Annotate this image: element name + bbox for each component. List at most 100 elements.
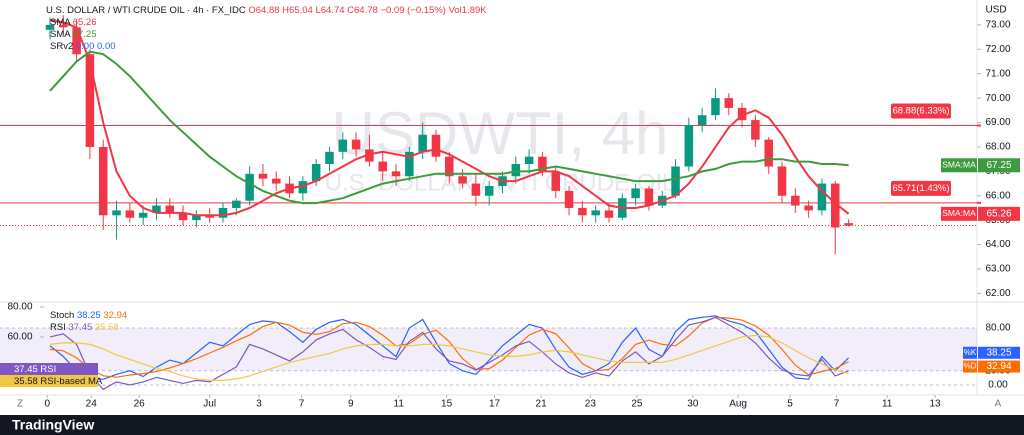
indicator-value: 38.25 (77, 310, 101, 321)
srv2-text: 0.00 (97, 41, 116, 52)
candle-body (684, 124, 694, 167)
tag-name-bg (963, 360, 977, 373)
x-tick-label: 7 (299, 399, 305, 410)
y-tick-label: 69.00 (985, 117, 1010, 128)
tag-value: 38.25 (986, 347, 1011, 358)
candle-body (418, 134, 427, 152)
indicator-name: Stoch (50, 310, 74, 321)
candle-body (311, 164, 321, 182)
indicator-legend: Stoch 38.25 32.94 (50, 310, 127, 321)
x-tick-label: 17 (489, 399, 501, 410)
x-tick-label: 0 (45, 399, 51, 410)
level-tag (891, 180, 951, 196)
indicator-value: 67.25 (73, 29, 97, 40)
level-axis-mark (977, 201, 981, 204)
sma-line (49, 50, 849, 205)
indicator-name: SMA (50, 29, 71, 40)
candle-body (165, 205, 175, 213)
candle-body (578, 207, 587, 216)
candle-body (271, 178, 281, 184)
x-tick-label: 25 (631, 399, 643, 410)
y-unit: USD (985, 5, 1006, 16)
x-tick-label: 11 (394, 399, 405, 410)
candle-body (445, 156, 454, 177)
indicator-legend: SMA 67.25 (50, 29, 96, 40)
tag-name-bg (963, 346, 977, 359)
x-tick-label: 3 (256, 399, 262, 410)
candle-body (72, 27, 81, 55)
candle-body (391, 171, 401, 177)
ohlc-value: H65.04 (282, 5, 313, 16)
stoch-band (0, 328, 977, 371)
candle-body (378, 161, 387, 172)
candle-body (524, 156, 534, 165)
y-tick-label: 63.00 (985, 264, 1010, 275)
y-tick-label: 62.00 (985, 288, 1010, 299)
price-tag-bg (978, 158, 1020, 173)
price-tag-name: SMA:MA (942, 208, 976, 218)
candle-body (365, 149, 374, 162)
candle-body (458, 176, 467, 184)
candle-body (205, 215, 214, 218)
candle-body (737, 107, 747, 121)
candle-body (192, 215, 201, 221)
level-axis-mark (977, 124, 981, 127)
candle-body (711, 98, 720, 116)
tag-name: RSI-based MA (40, 376, 102, 387)
level-tag (891, 103, 951, 119)
candle-body (724, 98, 734, 108)
tag-bg (0, 375, 98, 387)
x-tick-label: 7 (834, 399, 840, 410)
price-tag-value: 65.26 (986, 208, 1011, 219)
y-tick-label: 64.00 (985, 239, 1010, 250)
candle-body (258, 173, 268, 179)
x-tick-label: 11 (882, 399, 893, 410)
indicator-value: 32.94 (103, 310, 127, 321)
candle-body (178, 212, 188, 221)
button[interactable]: Z (17, 399, 23, 410)
price-tag-name-bg (941, 158, 977, 173)
tag-bg (0, 363, 98, 375)
tag-name: RSI (40, 364, 56, 375)
candle-body (232, 200, 241, 208)
candle-body (538, 156, 547, 172)
y-tick-label: 72.00 (985, 44, 1010, 55)
srv2-text: 0.00 (76, 41, 95, 52)
tag-value: 32.94 (986, 361, 1011, 372)
ohlc-value: O64.88 (248, 5, 279, 16)
x-tick-label: 30 (687, 399, 699, 410)
footer-bar (0, 415, 1024, 435)
indicator-value: 37.45 (68, 322, 92, 333)
indicator-legend: SMA 65.26 (50, 17, 96, 28)
candle-body (777, 166, 787, 196)
tag-name: %D (964, 362, 977, 371)
ohlc-value: −0.09 (−0.15%) (380, 5, 446, 16)
candle-body (245, 173, 254, 201)
level-label: 65.71(1.43%) (892, 183, 949, 194)
x-tick-label: 13 (930, 399, 942, 410)
candle-body (817, 183, 827, 211)
tag-value: 37.45 (14, 364, 38, 375)
x-tick-label: 21 (536, 399, 548, 410)
candle-body (45, 24, 55, 30)
candle-body (844, 223, 853, 226)
y-tick-label: 73.00 (985, 20, 1010, 31)
x-tick-label: 26 (134, 399, 146, 410)
y-tick-label: 68.00 (985, 142, 1010, 153)
y-tick-label: 70.00 (985, 93, 1010, 104)
indicator-name: SMA (50, 17, 71, 28)
candle-body (631, 188, 640, 199)
y-tick-label: 0.00 (988, 380, 1008, 391)
candle-body (471, 183, 481, 196)
header: U.S. DOLLAR / WTI CRUDE OIL · 4h · FX_ID… (46, 5, 487, 16)
candle-body (98, 146, 108, 216)
y-tick-label: 71.00 (985, 68, 1010, 79)
candle-body (791, 195, 800, 206)
tag-bg (978, 346, 1020, 359)
indicator-name: RSI (50, 322, 66, 333)
candle-body (85, 54, 95, 147)
price-tag-name-bg (941, 206, 977, 221)
y-tick-label: 80.00 (985, 323, 1010, 334)
button[interactable]: A (995, 399, 1002, 410)
y2-tick-label: 80.00 (7, 302, 32, 313)
